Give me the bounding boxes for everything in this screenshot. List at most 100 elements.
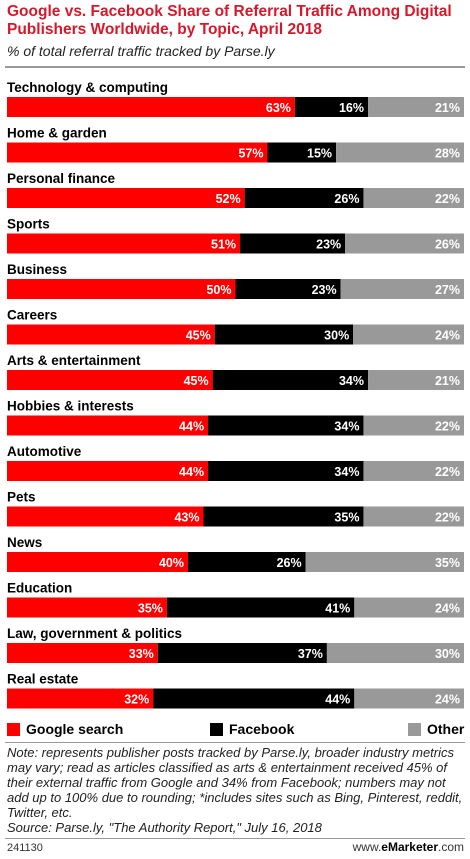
- chart-id: 241130: [7, 842, 43, 854]
- value-label-google-law-government-politics: 33%: [129, 647, 154, 661]
- bar-google-personal-finance: [7, 188, 245, 208]
- bar-google-pets: [7, 506, 204, 527]
- bar-google-law-government-politics: [7, 643, 158, 663]
- value-label-facebook-pets: 35%: [334, 511, 359, 525]
- chart-subtitle: % of total referral traffic tracked by P…: [7, 43, 275, 59]
- legend-item-facebook: Facebook: [210, 719, 294, 739]
- value-label-other-sports: 26%: [435, 238, 460, 252]
- bar-facebook-news: [187, 552, 306, 572]
- category-label-hobbies-interests: Hobbies & interests: [7, 399, 134, 414]
- value-label-other-hobbies-interests: 22%: [435, 420, 460, 434]
- value-label-google-technology-computing: 63%: [266, 101, 291, 115]
- value-label-facebook-hobbies-interests: 34%: [334, 420, 359, 434]
- bar-facebook-sports: [240, 233, 346, 254]
- legend-label-facebook: Facebook: [229, 721, 295, 737]
- chart-title: Google vs. Facebook Share of Referral Tr…: [7, 3, 452, 38]
- bar-google-real-estate: [7, 688, 154, 709]
- value-label-facebook-arts-entertainment: 34%: [339, 374, 364, 388]
- bar-facebook-technology-computing: [294, 97, 369, 117]
- bar-other-sports: [345, 233, 464, 254]
- bar-google-news: [7, 552, 188, 572]
- bar-facebook-hobbies-interests: [208, 415, 364, 436]
- bar-google-hobbies-interests: [7, 415, 209, 436]
- bar-other-news: [305, 552, 464, 572]
- bar-google-home-garden: [7, 142, 268, 163]
- legend-swatch-other: [408, 722, 421, 736]
- legend-label-google: Google search: [26, 721, 124, 737]
- legend-swatch-facebook: [210, 722, 223, 736]
- bar-google-careers: [7, 324, 215, 345]
- bar-other-technology-computing: [368, 97, 464, 117]
- bar-facebook-automotive: [208, 461, 364, 481]
- value-label-google-arts-entertainment: 45%: [184, 374, 209, 388]
- bar-other-careers: [353, 324, 464, 345]
- value-label-facebook-sports: 23%: [316, 238, 341, 252]
- value-label-facebook-careers: 30%: [324, 329, 349, 343]
- value-label-google-pets: 43%: [174, 511, 199, 525]
- bottom-divider: [5, 838, 465, 839]
- value-label-other-pets: 22%: [435, 511, 460, 525]
- bar-facebook-real-estate: [153, 688, 355, 709]
- value-label-other-technology-computing: 21%: [435, 101, 460, 115]
- category-label-careers: Careers: [7, 308, 57, 323]
- category-label-education: Education: [7, 581, 72, 596]
- brand-name: eMarketer: [381, 840, 438, 854]
- value-label-other-careers: 24%: [435, 329, 460, 343]
- category-label-law-government-politics: Law, government & politics: [7, 626, 182, 641]
- category-label-pets: Pets: [7, 490, 36, 505]
- value-label-google-business: 50%: [206, 283, 231, 297]
- bar-facebook-pets: [203, 506, 364, 527]
- legend-item-other: Other: [408, 719, 464, 739]
- bar-other-pets: [363, 506, 464, 527]
- bar-other-automotive: [363, 461, 464, 481]
- value-label-other-law-government-politics: 30%: [435, 647, 460, 661]
- category-label-technology-computing: Technology & computing: [7, 80, 168, 95]
- chart-note: Note: represents publisher posts tracked…: [7, 745, 463, 820]
- bar-facebook-arts-entertainment: [212, 370, 369, 390]
- bar-other-arts-entertainment: [368, 370, 464, 390]
- category-label-automotive: Automotive: [7, 444, 82, 459]
- value-label-google-home-garden: 57%: [238, 147, 263, 161]
- value-label-other-news: 35%: [435, 556, 460, 570]
- value-label-google-news: 40%: [159, 556, 184, 570]
- legend-swatch-google: [7, 722, 20, 736]
- bar-google-arts-entertainment: [7, 370, 213, 390]
- value-label-google-hobbies-interests: 44%: [179, 420, 204, 434]
- value-label-facebook-personal-finance: 26%: [334, 192, 359, 206]
- value-label-other-automotive: 22%: [435, 465, 460, 479]
- bar-facebook-personal-finance: [244, 188, 364, 208]
- value-label-facebook-real-estate: 44%: [325, 693, 350, 707]
- value-label-other-business: 27%: [435, 283, 460, 297]
- stacked-bar-chart: Technology & computing 63% 16% 21% Home & ga…: [7, 80, 464, 709]
- value-label-google-real-estate: 32%: [124, 693, 149, 707]
- bar-facebook-careers: [214, 324, 354, 345]
- brand-logo: www.eMarketer.com: [353, 840, 464, 854]
- category-label-news: News: [7, 535, 42, 550]
- category-label-sports: Sports: [7, 217, 50, 232]
- brand-prefix: www.: [352, 840, 382, 854]
- bar-other-real-estate: [354, 688, 464, 709]
- legend-divider: [5, 742, 465, 743]
- value-label-facebook-news: 26%: [277, 556, 302, 570]
- value-label-other-education: 24%: [435, 602, 460, 616]
- value-label-google-sports: 51%: [211, 238, 236, 252]
- value-label-google-automotive: 44%: [179, 465, 204, 479]
- bar-facebook-home-garden: [267, 142, 337, 163]
- value-label-facebook-automotive: 34%: [334, 465, 359, 479]
- value-label-other-arts-entertainment: 21%: [435, 374, 460, 388]
- legend-item-google: Google search: [7, 719, 123, 739]
- value-label-facebook-home-garden: 15%: [307, 147, 332, 161]
- value-label-facebook-business: 23%: [312, 283, 337, 297]
- value-label-other-real-estate: 24%: [435, 693, 460, 707]
- bar-facebook-business: [235, 279, 341, 299]
- category-label-personal-finance: Personal finance: [7, 171, 116, 186]
- bar-google-business: [7, 279, 236, 299]
- legend-label-other: Other: [427, 721, 465, 737]
- bar-facebook-law-government-politics: [157, 643, 327, 663]
- value-label-google-education: 35%: [138, 602, 163, 616]
- legend: Google search Facebook Other: [0, 719, 470, 739]
- value-label-facebook-technology-computing: 16%: [339, 101, 364, 115]
- bar-google-sports: [7, 233, 241, 254]
- bar-google-education: [7, 597, 167, 618]
- category-label-business: Business: [7, 262, 67, 277]
